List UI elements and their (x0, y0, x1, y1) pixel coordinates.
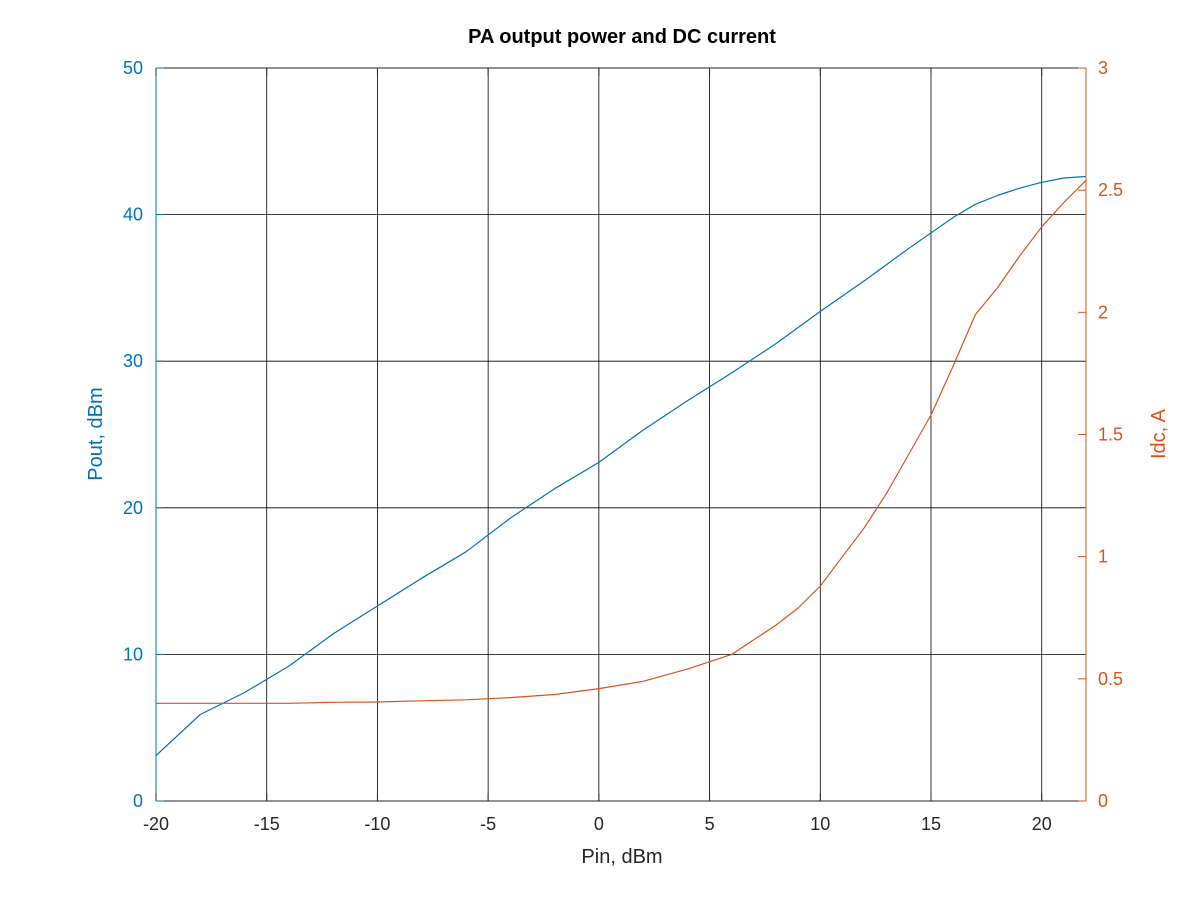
y-right-tick-label: 2 (1098, 302, 1108, 322)
tick-labels: -20 -15 -10 -5 0 5 10 15 20 0 10 20 30 40 50 0 0.5 1 1.5 2 2… (123, 58, 1123, 834)
idc-series-line (156, 179, 1087, 704)
y-left-tick-label: 20 (123, 498, 143, 518)
x-tick-label: 15 (921, 814, 941, 834)
y-left-tick-label: 50 (123, 58, 143, 78)
x-tick-label: 20 (1032, 814, 1052, 834)
x-tick-label: -20 (143, 814, 169, 834)
y-left-tick-label: 40 (123, 205, 143, 225)
y-right-tick-label: 1 (1098, 547, 1108, 567)
x-tick-label: -10 (364, 814, 390, 834)
y-left-tick-label: 10 (123, 644, 143, 664)
axes (155, 67, 1087, 802)
x-tick-label: 5 (705, 814, 715, 834)
y-axis-left-title: Pout, dBm (85, 387, 107, 480)
y-right-tick-label: 1.5 (1098, 425, 1123, 445)
y-left-tick-label: 0 (133, 791, 143, 811)
chart-title: PA output power and DC current (468, 26, 776, 48)
x-axis-title: Pin, dBm (581, 846, 662, 868)
x-tick-label: 10 (810, 814, 830, 834)
x-tick-label: -15 (254, 814, 280, 834)
y-right-tick-label: 0.5 (1098, 669, 1123, 689)
grid-lines (155, 67, 1086, 802)
x-tick-label: -5 (480, 814, 496, 834)
pout-series-line (155, 175, 1087, 757)
y-right-tick-label: 3 (1098, 58, 1108, 78)
series-lines (155, 175, 1087, 757)
y-axis-right-title: Idc, A (1148, 408, 1170, 459)
y-right-tick-label: 0 (1098, 791, 1108, 811)
x-tick-label: 0 (594, 814, 604, 834)
y-right-tick-label: 2.5 (1098, 180, 1123, 200)
y-left-tick-label: 30 (123, 351, 143, 371)
